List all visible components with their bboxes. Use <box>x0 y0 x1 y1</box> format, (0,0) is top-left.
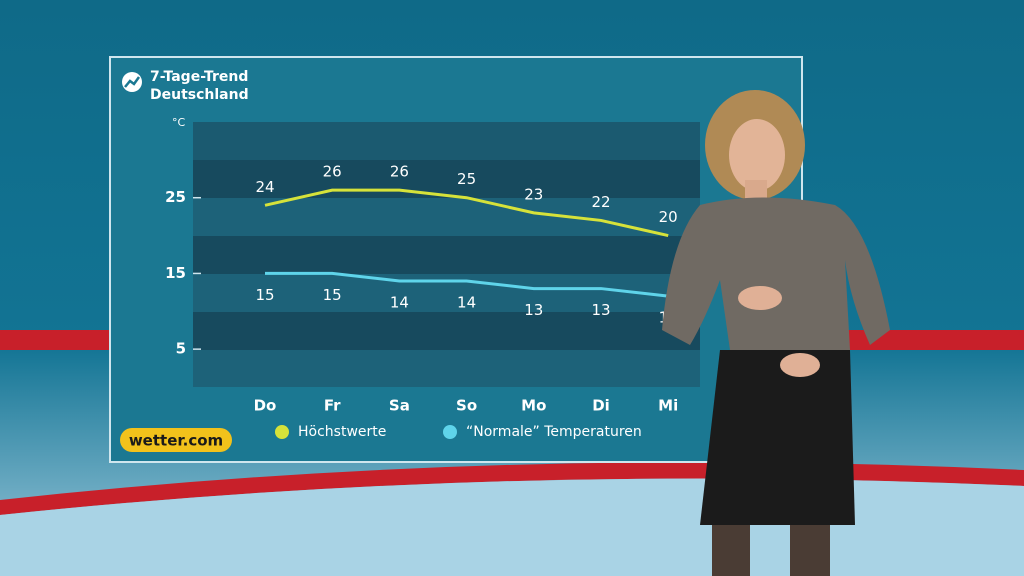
legend-label: Höchstwerte <box>298 424 386 440</box>
y-tick-label: 25 <box>165 188 186 206</box>
data-label: 26 <box>390 163 409 181</box>
chart-title: 7-Tage-Trend <box>150 69 248 85</box>
legend-dot <box>443 425 457 439</box>
data-label: 22 <box>591 193 610 211</box>
legend-dot <box>275 425 289 439</box>
y-tick-label: 15 <box>165 264 186 282</box>
logo: wetter.com <box>129 432 223 450</box>
legend-label: “Normale” Temperaturen <box>466 424 642 440</box>
logo-badge <box>120 428 232 452</box>
x-tick-label: Mo <box>521 397 546 415</box>
x-tick-label: So <box>456 397 477 415</box>
y-axis-label: °C <box>172 116 186 129</box>
plot-bands <box>193 122 700 387</box>
data-label: 25 <box>457 170 476 188</box>
data-label: 24 <box>255 178 274 196</box>
series-line <box>265 271 669 298</box>
x-tick-label: Mi <box>658 397 678 415</box>
data-label: 20 <box>659 208 678 226</box>
presenter <box>662 90 890 576</box>
data-label: 15 <box>323 286 342 304</box>
data-label: 13 <box>524 301 543 319</box>
x-tick-label: Di <box>592 397 610 415</box>
trend-icon-arrow <box>124 76 141 88</box>
x-tick-label: Fr <box>324 397 341 415</box>
data-label: 14 <box>390 294 409 312</box>
series-line <box>264 188 669 238</box>
plot: 5 15 25 Do Fr Sa So Mo Di Mi 24 26 26 25 23 22 20 15 15 14 1… <box>165 163 678 415</box>
data-label: 26 <box>323 163 342 181</box>
y-tick-label: 5 <box>176 340 186 358</box>
data-label: 23 <box>524 185 543 203</box>
x-tick-label: Sa <box>389 397 410 415</box>
x-tick-label: Do <box>254 397 277 415</box>
data-label: 14 <box>457 294 476 312</box>
data-label: 13 <box>591 301 610 319</box>
data-label: 15 <box>255 286 274 304</box>
chart-subtitle: Deutschland <box>150 87 249 103</box>
